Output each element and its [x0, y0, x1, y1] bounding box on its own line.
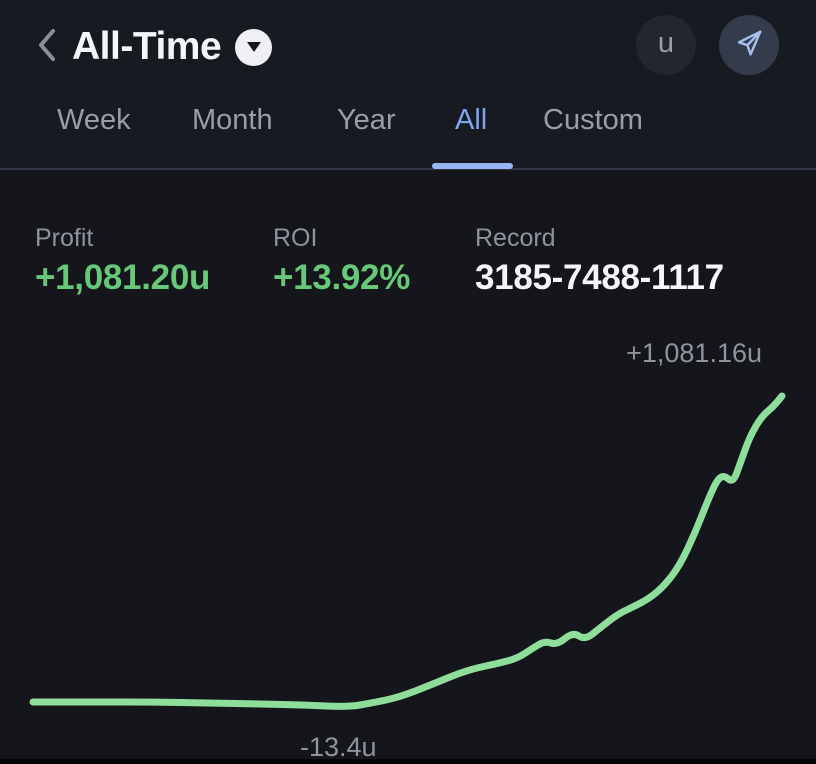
tab-year[interactable]: Year — [337, 104, 396, 136]
stat-roi-value: +13.92% — [273, 258, 411, 297]
tab-month[interactable]: Month — [192, 104, 273, 136]
profit-line-canvas — [29, 392, 786, 710]
stat-profit-value: +1,081.20u — [35, 258, 211, 297]
stat-profit-label: Profit — [35, 224, 94, 252]
stat-record: Record 3185-7488-1117 — [475, 224, 724, 298]
stat-record-value: 3185-7488-1117 — [475, 258, 724, 297]
share-button[interactable] — [719, 15, 779, 75]
tab-all[interactable]: All — [455, 104, 488, 136]
stat-profit: Profit +1,081.20u — [35, 224, 210, 298]
paper-plane-icon — [733, 27, 765, 64]
stat-roi-label: ROI — [273, 224, 318, 252]
back-button[interactable] — [30, 26, 64, 68]
tab-week[interactable]: Week — [57, 104, 131, 136]
chevron-left-icon — [35, 25, 59, 70]
avatar-letter: u — [657, 26, 675, 59]
profit-chart[interactable]: +1,081.16u -13.4u — [0, 320, 816, 764]
tab-custom[interactable]: Custom — [543, 104, 643, 136]
stat-roi: ROI +13.92% — [273, 224, 410, 298]
triangle-down-icon — [235, 28, 273, 66]
title-dropdown[interactable]: All-Time — [72, 20, 273, 74]
avatar-button[interactable]: u — [636, 15, 696, 75]
chart-min-value-label: -13.4u — [300, 732, 377, 762]
header: All-Time u Week Month Year All Custom — [0, 0, 816, 170]
active-tab-underline — [432, 163, 513, 169]
bottom-edge-strip — [0, 759, 816, 764]
page-title: All-Time — [72, 25, 222, 68]
chart-end-value-label: +1,081.16u — [626, 338, 762, 368]
stat-record-label: Record — [475, 224, 556, 252]
profit-line — [29, 392, 786, 710]
